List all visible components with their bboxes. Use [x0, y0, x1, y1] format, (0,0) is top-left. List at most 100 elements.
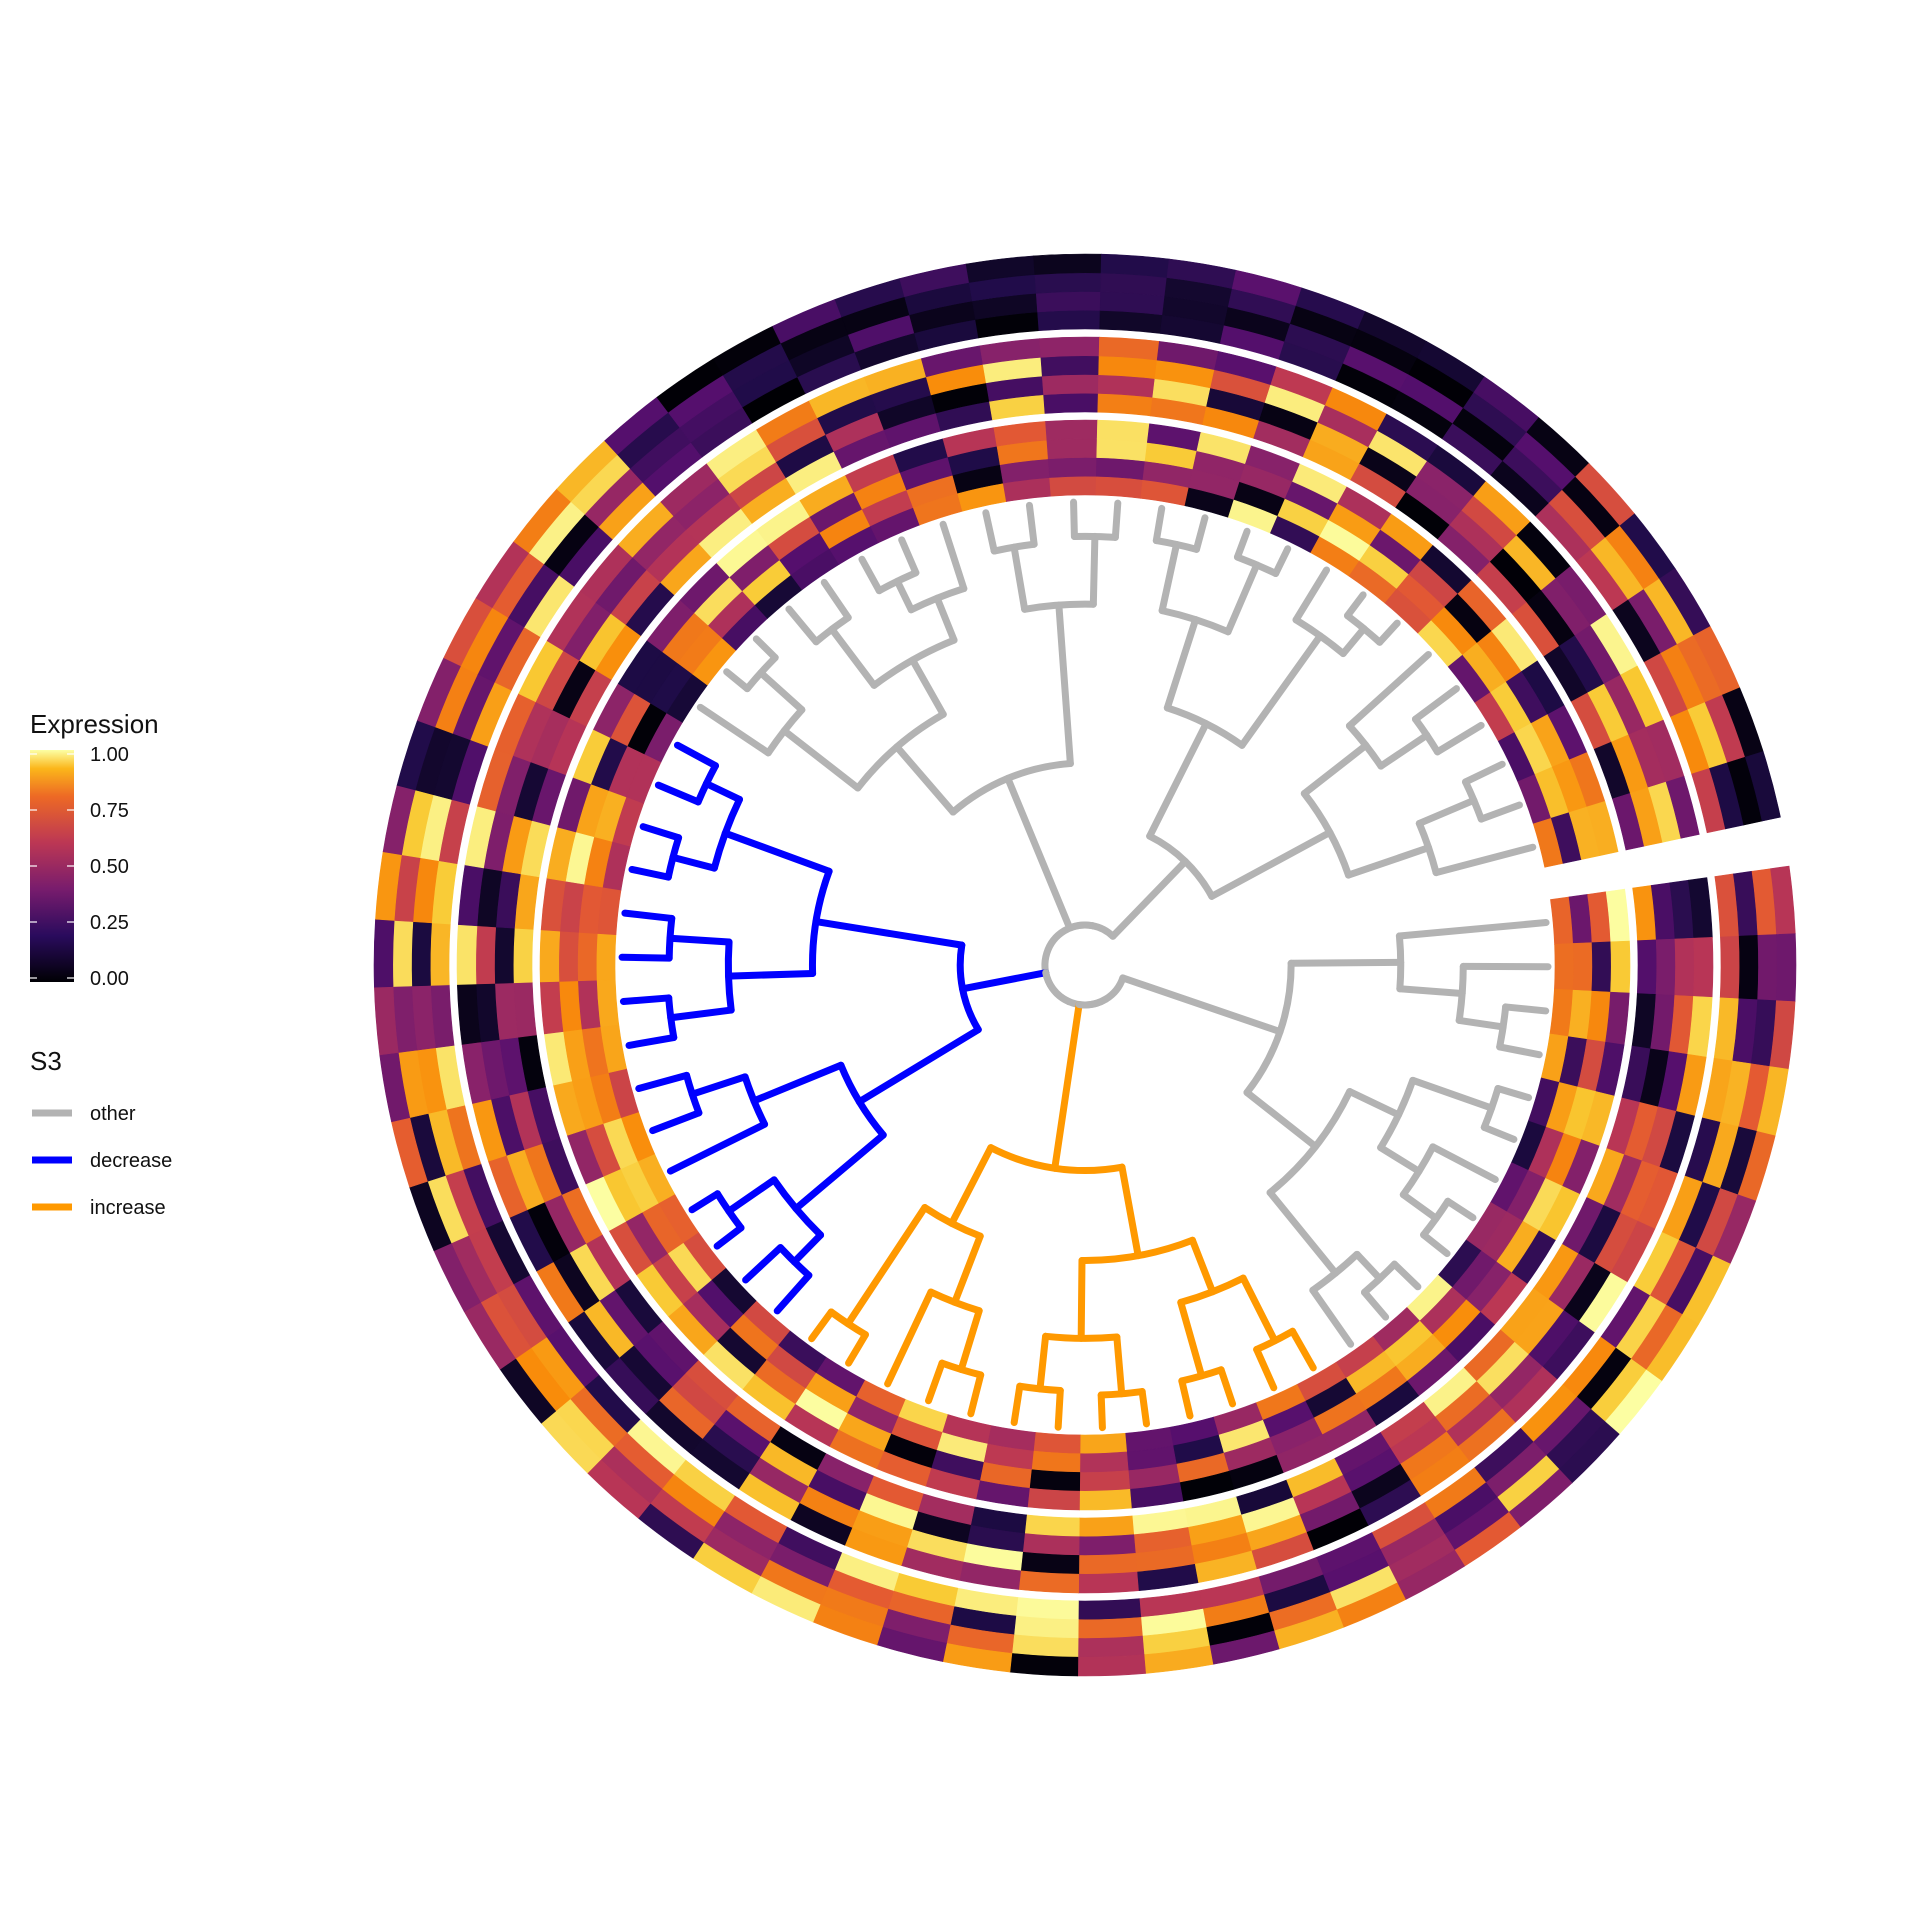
- legend-label-decrease: decrease: [90, 1150, 172, 1172]
- tree-branch: [619, 994, 673, 1006]
- tree-arc: [1399, 1143, 1437, 1199]
- tree-arc: [1075, 974, 1127, 1009]
- tree-branch: [625, 1034, 678, 1049]
- tree-branch: [1010, 543, 1029, 613]
- tree-branch: [1055, 601, 1074, 768]
- tree-branch: [1377, 731, 1431, 770]
- tree-branch: [780, 727, 862, 792]
- tree-branch: [1097, 1391, 1106, 1432]
- tree-arc: [1158, 607, 1232, 636]
- tree-arc: [1455, 962, 1467, 1024]
- tree-arc: [741, 1073, 769, 1128]
- heatmap-cell: [595, 933, 617, 981]
- tree-branch: [982, 509, 998, 555]
- heatmap-cell: [1078, 1534, 1136, 1556]
- heatmap-cell: [456, 924, 478, 985]
- tree-branch: [1480, 1123, 1518, 1143]
- tree-branch: [1243, 1089, 1319, 1150]
- tree-branch: [618, 953, 673, 962]
- heatmap-cell: [475, 925, 497, 985]
- heatmap-rings: [373, 253, 1797, 1677]
- tree-branch: [1138, 1388, 1150, 1428]
- heatmap-cell: [1077, 1654, 1146, 1677]
- tree-branch: [1089, 532, 1099, 608]
- tree-branch: [1010, 1382, 1024, 1427]
- heatmap-cell: [1027, 1487, 1080, 1511]
- tree-branch: [742, 1244, 784, 1284]
- heatmap-cell: [1035, 291, 1101, 313]
- tree-branch: [1477, 801, 1523, 823]
- tree-branch: [654, 781, 702, 806]
- tree-branch: [1208, 828, 1334, 900]
- tree-branch: [951, 1232, 984, 1306]
- tree-branch: [1395, 919, 1550, 940]
- heatmap-cell: [1029, 1469, 1081, 1492]
- heatmap-cell: [1078, 1515, 1135, 1538]
- tree-branch: [855, 1026, 982, 1106]
- heatmap-cell: [1018, 1570, 1080, 1594]
- tree-branch: [1224, 561, 1261, 636]
- tree-branch: [1292, 566, 1331, 624]
- colorbar-tick-label: 0.25: [90, 912, 129, 934]
- heatmap-cell: [1586, 800, 1619, 856]
- legend-label-increase: increase: [90, 1197, 166, 1219]
- heatmap-cell: [1024, 1514, 1080, 1538]
- heatmap-cell: [1034, 272, 1102, 294]
- heatmap-cell: [373, 918, 395, 988]
- tree-branch: [1411, 685, 1460, 723]
- heatmap-cell: [1033, 1432, 1081, 1455]
- heatmap-cell: [1078, 1553, 1138, 1575]
- tree-branch: [1152, 504, 1166, 545]
- tree-branch: [1266, 1189, 1340, 1277]
- tree-arc: [927, 1288, 983, 1315]
- tree-branch: [884, 1288, 935, 1388]
- tree-branch: [725, 969, 817, 980]
- tree-branch: [1399, 1191, 1440, 1222]
- heatmap-cell: [494, 926, 515, 984]
- tree-branch: [1377, 1144, 1423, 1175]
- heatmap-cell: [1077, 1635, 1145, 1658]
- tree-arc: [1480, 1084, 1502, 1131]
- tree-arc: [713, 1190, 745, 1232]
- tree-arc: [956, 941, 982, 1034]
- tree-arc: [1066, 921, 1117, 940]
- tree-branch: [1344, 844, 1433, 879]
- heatmap-cell: [1020, 1551, 1080, 1575]
- tree-arc: [1097, 1388, 1146, 1399]
- tree-arc: [1344, 612, 1384, 646]
- tree-arc: [1395, 932, 1405, 993]
- tree-branch: [1444, 1197, 1477, 1222]
- colorbar-tick-label: 0.75: [90, 800, 129, 822]
- heatmap-cell: [1572, 942, 1593, 992]
- heatmap-cell: [1738, 935, 1759, 1001]
- heatmap-cell: [1674, 937, 1695, 997]
- tree-arc: [1300, 790, 1352, 879]
- tree-branch: [1287, 958, 1405, 967]
- tree-arc: [938, 1359, 985, 1379]
- tree-arc: [743, 654, 779, 693]
- tree-branch: [667, 1006, 735, 1022]
- heatmap-cell: [1744, 751, 1781, 822]
- tree-branch: [1300, 741, 1370, 798]
- tree-branch: [790, 1231, 825, 1266]
- heatmap-cell: [1095, 457, 1146, 481]
- heatmap-cell: [1078, 1571, 1139, 1594]
- tree-branch: [1455, 1016, 1507, 1031]
- tree-branch: [696, 703, 772, 757]
- tree-branch: [1396, 985, 1466, 998]
- tree-branch: [1163, 616, 1200, 712]
- tree-arc: [1377, 1076, 1417, 1152]
- tree-branch: [1238, 632, 1324, 749]
- tree-arc: [1496, 1003, 1510, 1051]
- tree-arc: [1152, 537, 1200, 553]
- colorbar-ticks: 0.00 0.25 0.50 0.75 1.00: [30, 744, 129, 990]
- tree-branch: [1409, 1076, 1496, 1112]
- tree-branch: [808, 1308, 835, 1343]
- tree-arc: [854, 710, 947, 792]
- tree-branch: [1494, 1084, 1533, 1102]
- heatmap-cell: [1719, 935, 1741, 1000]
- heatmap-cell: [539, 981, 564, 1035]
- tree-branch: [948, 1144, 995, 1227]
- tree-branch: [893, 743, 957, 816]
- tree-branch: [702, 780, 743, 803]
